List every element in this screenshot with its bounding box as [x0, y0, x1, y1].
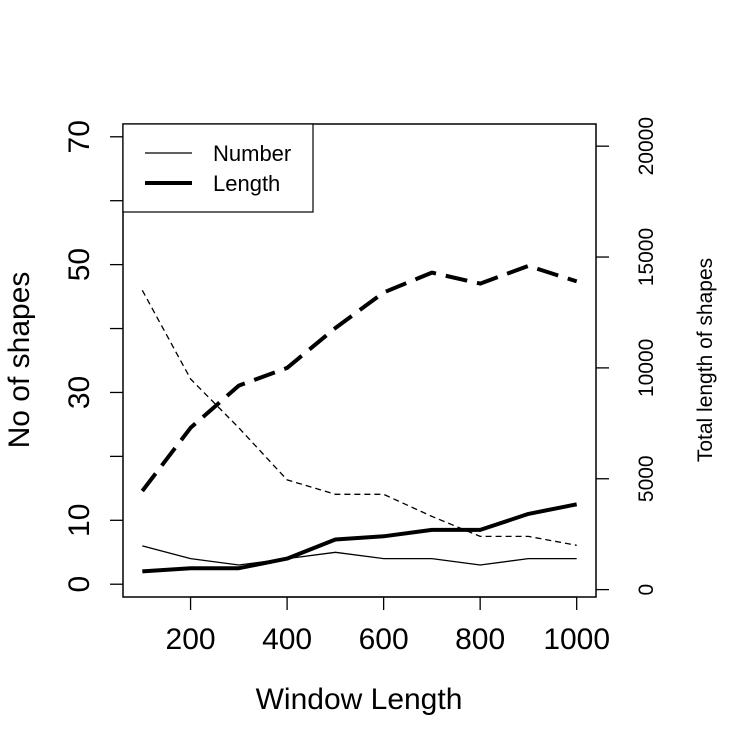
series-group [140, 263, 578, 574]
left-y-tick-label: 30 [63, 376, 96, 409]
right-y-tick-label: 10000 [635, 339, 658, 397]
left-y-axis: 0 10 30 50 70 [63, 120, 123, 593]
legend-box [122, 123, 314, 213]
series-line-number-left-axis [142, 545, 577, 566]
right-y-axis-label: Total length of shapes [694, 258, 717, 462]
left-y-tick-label: 70 [63, 120, 96, 153]
x-tick-label: 600 [359, 623, 409, 656]
right-y-axis: 0 5000 10000 15000 20000 [596, 117, 658, 595]
x-tick-label: 200 [166, 623, 216, 656]
left-y-tick-label: 10 [63, 504, 96, 537]
x-tick-label: 400 [262, 623, 312, 656]
legend-label-number: Number [213, 141, 291, 166]
legend: Number Length [122, 123, 314, 213]
series-line-length-left-axis [142, 502, 578, 574]
right-y-tick-label: 15000 [635, 228, 658, 286]
left-y-tick-label: 50 [63, 248, 96, 281]
x-tick-label: 800 [455, 623, 505, 656]
series-line-number-right-axis [141, 289, 577, 546]
right-y-tick-label: 0 [635, 584, 658, 596]
series-line-length-right-axis [140, 263, 578, 493]
left-y-tick-label: 0 [63, 576, 96, 593]
x-axis: 200 400 600 800 1000 [166, 596, 610, 656]
legend-label-length: Length [213, 171, 280, 196]
x-tick-label: 1000 [543, 623, 610, 656]
right-y-tick-label: 5000 [635, 455, 658, 502]
right-y-tick-label: 20000 [635, 117, 658, 175]
x-axis-label: Window Length [256, 683, 463, 716]
left-y-axis-label: No of shapes [3, 272, 36, 449]
